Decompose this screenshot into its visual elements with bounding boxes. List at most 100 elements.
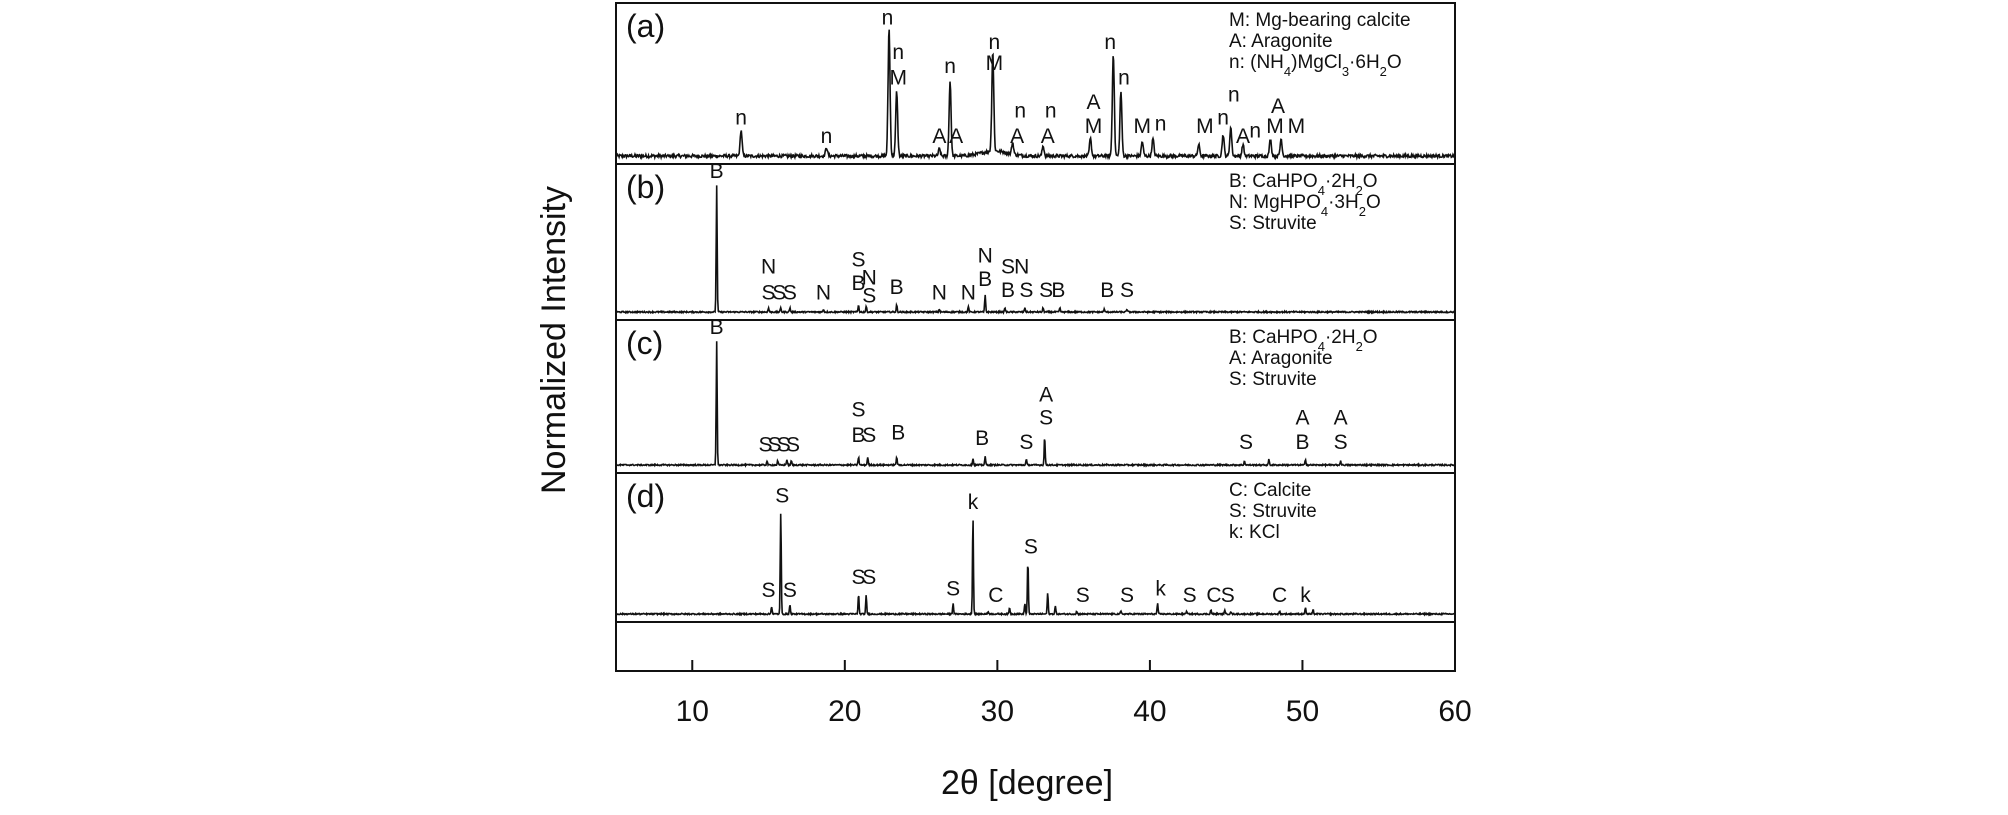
legend-entry: B: CaHPO4·2H2O	[1229, 171, 1378, 198]
x-axis: 10 20 30 40 50 60	[676, 660, 1472, 728]
peak-label: S	[1120, 279, 1134, 302]
peak-label: S	[852, 398, 866, 421]
x-tick-label: 20	[828, 695, 861, 728]
peak-label: A	[1236, 125, 1250, 148]
peak-label: S	[762, 282, 776, 305]
peak-label: n	[882, 6, 894, 29]
peak-label: k	[1300, 584, 1311, 607]
xrd-trace	[615, 185, 1456, 315]
peak-label: B	[1051, 279, 1065, 302]
peak-label: n	[1249, 119, 1261, 142]
peak-label: M	[1196, 115, 1214, 138]
peak-label: n	[1155, 112, 1167, 135]
peak-label: S	[786, 434, 800, 457]
peak-label: S	[1334, 431, 1348, 454]
peak-label: B	[1001, 279, 1015, 302]
peak-label: B	[890, 276, 904, 299]
peak-label: B	[710, 316, 724, 339]
peak-label: S	[1221, 584, 1235, 607]
peak-label: A	[1086, 91, 1100, 114]
peak-label: A	[1334, 407, 1348, 430]
peak-label: n	[944, 55, 956, 78]
peak-label: S	[772, 282, 786, 305]
peak-label: S	[1239, 431, 1253, 454]
peak-label: n	[1217, 107, 1229, 130]
peak-label: S	[775, 485, 789, 508]
peak-label: N	[1014, 255, 1029, 278]
panel-label: (d)	[626, 478, 665, 514]
legend-entry: S: Struvite	[1229, 213, 1317, 234]
peak-label: A	[1041, 125, 1055, 148]
peak-label: M	[1266, 115, 1284, 138]
x-tick-label: 30	[981, 695, 1014, 728]
peak-label: n	[735, 107, 747, 130]
peak-label: k	[968, 491, 979, 514]
plot-frame	[615, 2, 1456, 672]
peak-label: S	[1001, 255, 1015, 278]
x-tick-label: 50	[1286, 695, 1319, 728]
peak-label: n	[1104, 31, 1116, 54]
legend-entry: A: Aragonite	[1229, 348, 1333, 369]
peak-label: N	[978, 244, 993, 267]
peak-label: S	[1024, 536, 1038, 559]
peak-label: A	[1010, 125, 1024, 148]
peak-label: M	[889, 67, 907, 90]
peak-label: n	[892, 41, 904, 64]
x-axis-title: 2θ [degree]	[941, 764, 1113, 802]
peak-label: B	[975, 427, 989, 450]
peak-label: S	[1039, 279, 1053, 302]
peak-label: M	[1134, 115, 1152, 138]
xrd-trace	[615, 29, 1456, 161]
peak-label: A	[949, 125, 963, 148]
peak-label: B	[852, 424, 866, 447]
legend-entry: N: MgHPO4·3H2O	[1229, 192, 1381, 219]
peak-label: A	[1295, 407, 1309, 430]
peak-label: M	[986, 52, 1004, 75]
peak-label: B	[1100, 279, 1114, 302]
peak-label: N	[932, 282, 947, 305]
peak-label: B	[891, 421, 905, 444]
legend-entry: S: Struvite	[1229, 501, 1317, 522]
peak-label: S	[852, 248, 866, 271]
peak-label: N	[862, 266, 877, 289]
peak-label: k	[1155, 578, 1166, 601]
peak-label: S	[777, 434, 791, 457]
xrd-trace	[615, 341, 1456, 468]
peak-label: C	[1206, 584, 1221, 607]
peak-label: B	[710, 160, 724, 183]
panel-label: (c)	[626, 325, 663, 361]
peak-label: B	[852, 272, 866, 295]
peak-label: A	[1039, 384, 1053, 407]
peak-label: S	[1183, 584, 1197, 607]
peak-label: n	[1228, 84, 1240, 107]
peak-label: S	[862, 566, 876, 589]
panel-label: (a)	[626, 8, 665, 44]
peak-label: n	[1118, 67, 1130, 90]
x-tick-label: 40	[1133, 695, 1166, 728]
legend-entry: S: Struvite	[1229, 369, 1317, 390]
legend-entry: A: Aragonite	[1229, 31, 1333, 52]
peak-label: n	[988, 31, 1000, 54]
peak-label: S	[862, 284, 876, 307]
x-tick-label: 60	[1438, 695, 1471, 728]
peak-label: S	[783, 282, 797, 305]
peak-label: S	[758, 434, 772, 457]
peak-label: n	[821, 125, 833, 148]
peak-label: M	[1085, 115, 1103, 138]
legend-entry: M: Mg-bearing calcite	[1229, 10, 1411, 31]
peak-label: B	[1295, 431, 1309, 454]
peak-label: S	[1019, 431, 1033, 454]
peak-label: S	[762, 579, 776, 602]
peak-label: S	[768, 434, 782, 457]
y-axis-title: Normalized Intensity	[535, 186, 573, 494]
peak-label: N	[961, 282, 976, 305]
peak-label: N	[816, 282, 831, 305]
peak-label: A	[1271, 95, 1285, 118]
legend-entry: n: (NH4)MgCl3·6H2O	[1229, 52, 1402, 79]
